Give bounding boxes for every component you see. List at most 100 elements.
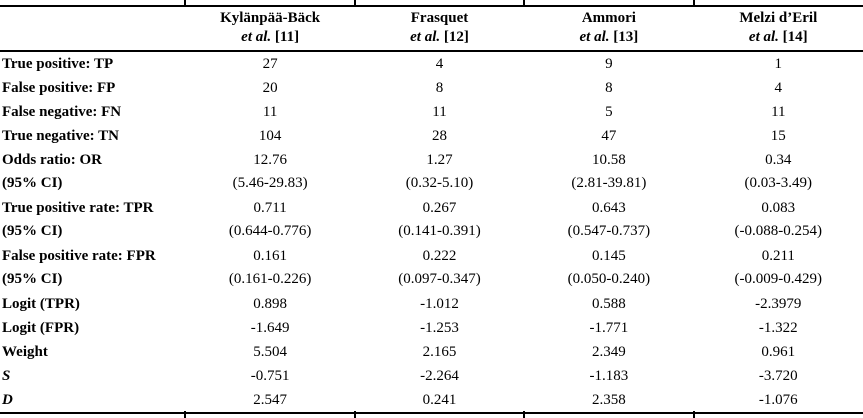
value-cell: 10.58 (2.81-39.81) bbox=[524, 148, 693, 196]
row-label: False negative: FN bbox=[2, 104, 122, 120]
row-label: Odds ratio: OR (95% CI) bbox=[0, 148, 185, 196]
header-study-2: Frasquet et al. [12] bbox=[354, 6, 525, 52]
study-name: Melzi d’Eril bbox=[739, 10, 818, 26]
column-boundary-tick bbox=[184, 411, 186, 418]
row-label: Logit (FPR) bbox=[2, 320, 80, 336]
row-label: Logit (TPR) bbox=[2, 296, 80, 312]
ci-value: (0.547-0.737) bbox=[567, 223, 651, 239]
row-label-ci: (95% CI) bbox=[2, 271, 63, 287]
value-cell: 27 bbox=[262, 56, 278, 72]
value-cell: 0.267 (0.141-0.391) bbox=[355, 196, 524, 244]
column-boundary-tick bbox=[523, 0, 525, 5]
table-row: D 2.547 0.241 2.358 -1.076 bbox=[0, 388, 863, 413]
value-cell: 0.711 (0.644-0.776) bbox=[185, 196, 354, 244]
row-label: True negative: TN bbox=[2, 128, 119, 144]
table-row: Weight 5.504 2.165 2.349 0.961 bbox=[0, 340, 863, 364]
value-cell: 104 bbox=[258, 128, 282, 144]
results-table: Kylänpää-Bäck et al. [11] Frasquet et al… bbox=[0, 5, 863, 414]
value-cell: 0.898 bbox=[253, 296, 287, 312]
value-cell: 12.76 (5.46-29.83) bbox=[185, 148, 354, 196]
value-cell: 47 bbox=[601, 128, 617, 144]
study-name: Frasquet bbox=[410, 10, 469, 26]
ci-value: (0.32-5.10) bbox=[405, 175, 474, 191]
value-cell: 8 bbox=[435, 80, 444, 96]
row-label: True positive: TP bbox=[2, 56, 114, 72]
value-cell: -1.649 bbox=[250, 320, 290, 336]
table-row: Logit (FPR) -1.649 -1.253 -1.771 -1.322 bbox=[0, 316, 863, 340]
value-cell: 28 bbox=[432, 128, 447, 144]
table-header: Kylänpää-Bäck et al. [11] Frasquet et al… bbox=[0, 6, 863, 52]
table-row: Odds ratio: OR (95% CI) 12.76 (5.46-29.83) 1… bbox=[0, 148, 863, 196]
value-cell: -1.076 bbox=[758, 392, 798, 408]
value-cell: 5.504 bbox=[253, 344, 287, 360]
value-cell: 2.358 bbox=[592, 392, 626, 408]
value-cell: 0.161 (0.161-0.226) bbox=[185, 244, 354, 292]
ci-value: (0.03-3.49) bbox=[744, 175, 813, 191]
value-cell: -1.322 bbox=[758, 320, 798, 336]
column-boundary-tick bbox=[523, 411, 525, 418]
value-cell: 4 bbox=[435, 56, 444, 72]
value-cell: 2.165 bbox=[422, 344, 457, 360]
study-citation: et al. [14] bbox=[748, 29, 808, 45]
value-cell: 1.27 (0.32-5.10) bbox=[355, 148, 524, 196]
study-citation: et al. [13] bbox=[579, 29, 639, 45]
table-row: False positive: FP 20 8 8 4 bbox=[0, 76, 863, 100]
value-cell: 11 bbox=[262, 104, 278, 120]
value-cell: 0.241 bbox=[422, 392, 457, 408]
header-study-3: Ammori et al. [13] bbox=[524, 6, 694, 52]
ci-value: (2.81-39.81) bbox=[571, 175, 647, 191]
value-cell: 0.961 bbox=[761, 344, 796, 360]
value-cell: 0.211 (-0.009-0.429) bbox=[694, 244, 863, 292]
value-cell: 2.349 bbox=[592, 344, 626, 360]
ci-value: (0.644-0.776) bbox=[228, 223, 312, 239]
row-label: False positive: FP bbox=[2, 80, 116, 96]
value-cell: 5 bbox=[605, 104, 613, 120]
value-cell: 0.083 (-0.088-0.254) bbox=[694, 196, 863, 244]
row-label-ci: (95% CI) bbox=[2, 223, 63, 239]
value-cell: 0.643 (0.547-0.737) bbox=[524, 196, 693, 244]
value-cell: -2.264 bbox=[420, 368, 459, 384]
value-cell: 1 bbox=[774, 56, 783, 72]
ci-value: (-0.009-0.429) bbox=[734, 271, 823, 287]
header-row: Kylänpää-Bäck et al. [11] Frasquet et al… bbox=[0, 6, 863, 52]
table-body: True positive: TP 27 4 9 1 False positive: FP… bbox=[0, 51, 863, 413]
value-cell: 15 bbox=[770, 128, 786, 144]
value-cell: 11 bbox=[771, 104, 786, 120]
value-cell: 9 bbox=[605, 56, 613, 72]
column-boundary-tick bbox=[354, 0, 356, 5]
ci-value: (0.097-0.347) bbox=[398, 271, 481, 287]
study-name: Kylänpää-Bäck bbox=[220, 10, 321, 26]
ci-value: (-0.088-0.254) bbox=[734, 223, 823, 239]
value-cell: 11 bbox=[432, 104, 447, 120]
value-cell: -2.3979 bbox=[755, 296, 802, 312]
value-cell: 0.34 (0.03-3.49) bbox=[694, 148, 863, 196]
header-empty-cell bbox=[0, 6, 186, 52]
column-boundary-tick bbox=[184, 0, 186, 5]
header-study-4: Melzi d’Eril et al. [14] bbox=[693, 6, 863, 52]
row-label: Weight bbox=[2, 344, 48, 360]
table-row: True positive rate: TPR (95% CI) 0.711 (0.6… bbox=[0, 196, 863, 244]
column-boundary-tick bbox=[693, 411, 695, 418]
table-row: True positive: TP 27 4 9 1 bbox=[0, 51, 863, 76]
row-label: True positive rate: TPR (95% CI) bbox=[0, 196, 185, 244]
value-cell: 2.547 bbox=[253, 392, 287, 408]
table-row: False negative: FN 11 11 5 11 bbox=[0, 100, 863, 124]
value-cell: 20 bbox=[262, 80, 278, 96]
value-cell: -1.183 bbox=[589, 368, 629, 384]
value-cell: -3.720 bbox=[758, 368, 798, 384]
value-cell: -1.012 bbox=[420, 296, 459, 312]
table-row: True negative: TN 104 28 47 15 bbox=[0, 124, 863, 148]
table-row: S -0.751 -2.264 -1.183 -3.720 bbox=[0, 364, 863, 388]
column-boundary-tick bbox=[354, 411, 356, 418]
value-cell: 0.222 (0.097-0.347) bbox=[355, 244, 524, 292]
row-label-ci: (95% CI) bbox=[2, 175, 63, 191]
study-citation: et al. [12] bbox=[410, 29, 469, 45]
row-label: S bbox=[2, 368, 11, 384]
header-study-1: Kylänpää-Bäck et al. [11] bbox=[185, 6, 355, 52]
ci-value: (0.141-0.391) bbox=[398, 223, 481, 239]
row-label: False positive rate: FPR (95% CI) bbox=[0, 244, 185, 292]
study-name: Ammori bbox=[581, 10, 636, 26]
study-citation: et al. [11] bbox=[241, 29, 300, 45]
column-boundary-tick bbox=[693, 0, 695, 5]
